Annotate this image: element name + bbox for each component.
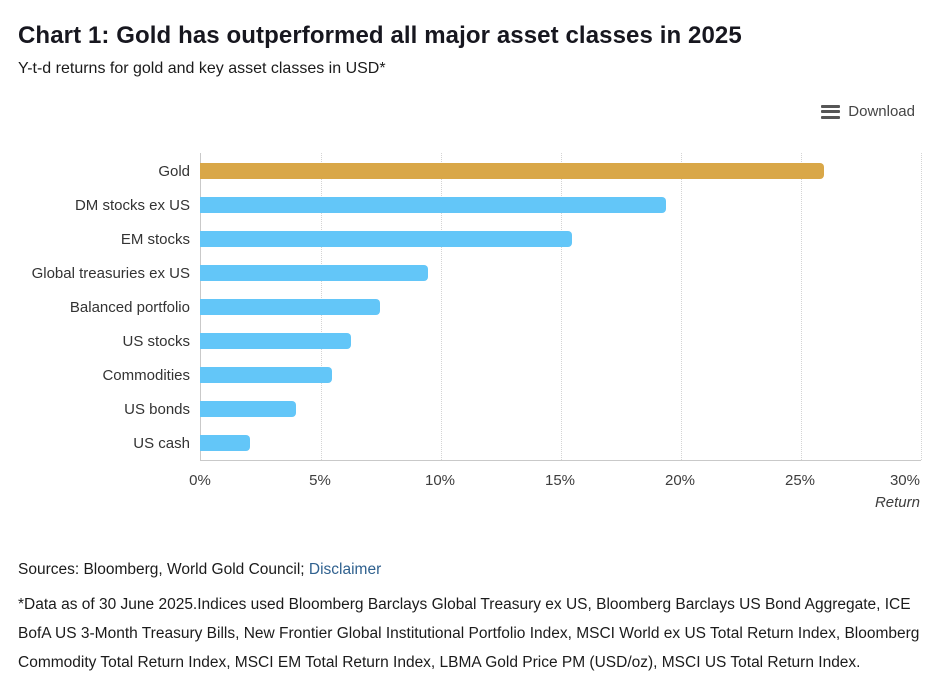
category-label: Gold [158, 162, 190, 180]
gridline [801, 153, 802, 460]
x-tick: 10% [424, 472, 456, 489]
category-label: Global treasuries ex US [31, 264, 190, 282]
bar-balanced-portfolio[interactable] [200, 299, 380, 315]
bar-us-bonds[interactable] [200, 401, 296, 417]
page-title: Chart 1: Gold has outperformed all major… [18, 22, 742, 50]
category-label: US stocks [122, 332, 190, 350]
bar-track [200, 231, 920, 247]
download-label: Download [848, 103, 915, 120]
bar-commodities[interactable] [200, 367, 332, 383]
bar-row: Global treasuries ex US [0, 264, 920, 282]
bar-us-stocks[interactable] [200, 333, 352, 349]
x-tick: 15% [544, 472, 576, 489]
sources-text: Sources: Bloomberg, World Gold Council; [18, 561, 305, 578]
sources-line: Sources: Bloomberg, World Gold Council; … [18, 561, 381, 579]
disclaimer-link[interactable]: Disclaimer [308, 561, 382, 578]
bar-row: US stocks [0, 332, 920, 350]
gridline [441, 153, 442, 460]
category-label: DM stocks ex US [74, 196, 190, 214]
x-tick: 20% [664, 472, 696, 489]
bar-track [200, 163, 920, 179]
hamburger-menu-icon [821, 104, 841, 119]
x-axis-label: Return [874, 494, 920, 511]
download-button[interactable]: Download [821, 103, 915, 120]
bar-row: Commodities [0, 366, 920, 384]
bar-row: DM stocks ex US [0, 196, 920, 214]
x-tick: 30% [889, 472, 920, 489]
category-label: Balanced portfolio [69, 298, 190, 316]
x-axis-ticks: 0% 5% 10% 15% 20% 25% 30% [189, 472, 920, 492]
bar-rows: Gold DM stocks ex US EM stocks Global treas… [0, 163, 920, 469]
bar-us-cash[interactable] [200, 435, 251, 451]
bar-track [200, 401, 920, 417]
category-label: EM stocks [120, 230, 190, 248]
bar-global-treasuries-ex-us[interactable] [200, 265, 428, 281]
category-label: US bonds [124, 400, 190, 418]
bar-row: US bonds [0, 400, 920, 418]
x-tick: 5% [309, 472, 331, 489]
bar-dm-stocks-ex-us[interactable] [200, 197, 666, 213]
bar-track [200, 265, 920, 281]
gridline [561, 153, 562, 460]
bar-track [200, 435, 920, 451]
x-tick: 25% [784, 472, 816, 489]
bar-row: US cash [0, 434, 920, 452]
gridline [681, 153, 682, 460]
bar-row: EM stocks [0, 230, 920, 248]
bar-gold[interactable] [200, 163, 824, 179]
bar-track [200, 333, 920, 349]
gridline [921, 153, 922, 460]
category-label: US cash [133, 434, 190, 452]
bar-chart: Gold DM stocks ex US EM stocks Global treas… [0, 153, 945, 518]
chart-subtitle: Y-t-d returns for gold and key asset cla… [18, 60, 386, 77]
data-note: *Data as of 30 June 2025.Indices used Bl… [18, 596, 920, 671]
bar-row: Balanced portfolio [0, 298, 920, 316]
bar-track [200, 299, 920, 315]
bar-row: Gold [0, 162, 920, 180]
category-label: Commodities [102, 366, 190, 384]
bar-em-stocks[interactable] [200, 231, 572, 247]
x-tick: 0% [189, 472, 211, 489]
bar-track [200, 367, 920, 383]
bar-track [200, 197, 920, 213]
